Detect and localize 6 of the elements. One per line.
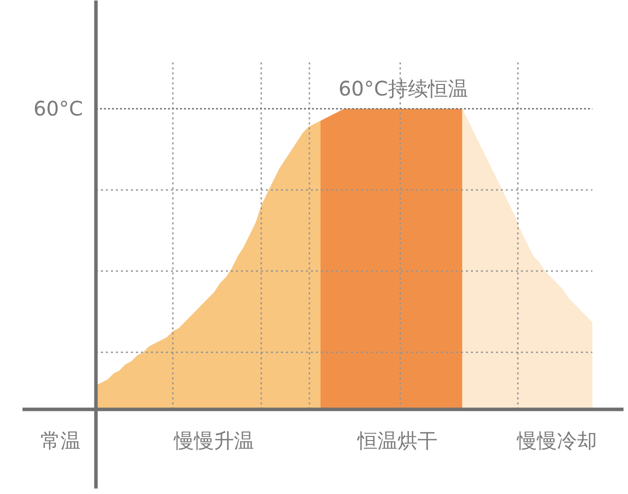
- text: 60°C持续恒温: [338, 76, 468, 101]
- x-tick-label: 恒温烘干: [356, 428, 438, 452]
- ref-line-label: 60°C: [34, 96, 83, 121]
- x-tick-label: 慢慢升温: [173, 428, 254, 452]
- x-tick-label: 常温: [40, 428, 80, 452]
- x-tick-label: 慢慢冷却: [516, 428, 597, 452]
